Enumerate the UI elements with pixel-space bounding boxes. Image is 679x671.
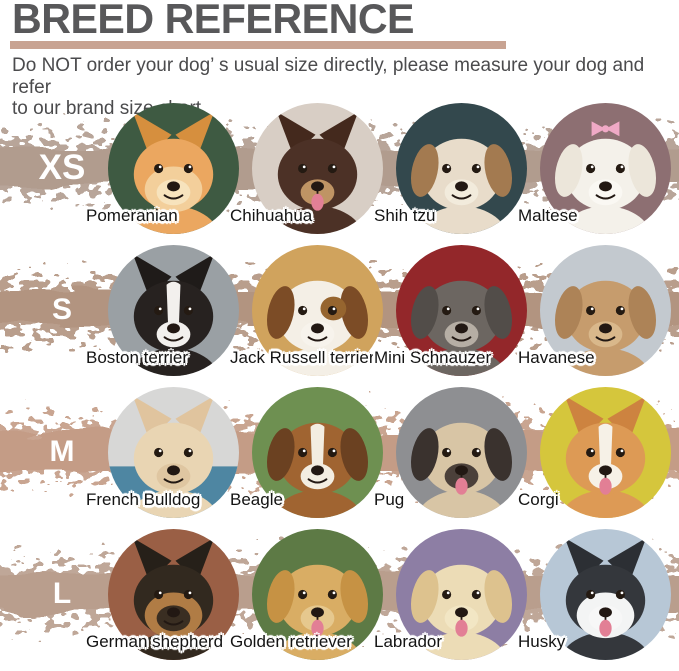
dog-illustration bbox=[108, 529, 239, 660]
dog-illustration bbox=[252, 529, 383, 660]
dog-illustration bbox=[108, 103, 239, 234]
breed-photo-pug bbox=[396, 387, 527, 518]
page-title: BREED REFERENCE bbox=[12, 0, 415, 42]
dog-illustration bbox=[108, 387, 239, 518]
breed-label-chihuahua: Chihuahua bbox=[230, 206, 313, 225]
breed-photo-beagle bbox=[252, 387, 383, 518]
breed-label-boston-terrier: Boston terrier bbox=[86, 348, 189, 367]
breed-photo-mini-schnauzer bbox=[396, 245, 527, 376]
breed-photo-pomeranian bbox=[108, 103, 239, 234]
size-row-m: M French Bulldog Beagle Pug Corgi bbox=[0, 387, 679, 529]
breed-photo-chihuahua bbox=[252, 103, 383, 234]
dog-illustration bbox=[108, 245, 239, 376]
breed-photo-boston-terrier bbox=[108, 245, 239, 376]
size-label-s: S bbox=[51, 293, 72, 326]
dog-illustration bbox=[540, 387, 671, 518]
dog-illustration bbox=[540, 529, 671, 660]
breed-photo-maltese bbox=[540, 103, 671, 234]
breed-label-jack-russell-terrier: Jack Russell terrier bbox=[230, 348, 375, 367]
breed-label-havanese: Havanese bbox=[518, 348, 595, 367]
breed-photo-husky bbox=[540, 529, 671, 660]
breed-label-golden-retriever: Golden retriever bbox=[230, 632, 352, 651]
dog-illustration bbox=[396, 529, 527, 660]
breed-photo-golden-retriever bbox=[252, 529, 383, 660]
breed-label-husky: Husky bbox=[518, 632, 566, 651]
dog-illustration bbox=[396, 103, 527, 234]
breed-label-shih-tzu: Shih tzu bbox=[374, 206, 436, 225]
dog-illustration bbox=[396, 387, 527, 518]
size-row-l: L German shepherd Golden retriever Labrador… bbox=[0, 529, 679, 671]
size-label-l: L bbox=[52, 577, 72, 610]
dog-illustration bbox=[252, 387, 383, 518]
breed-photo-jack-russell-terrier bbox=[252, 245, 383, 376]
size-row-xs: XS Pomeranian Chihuahua Shih tzu Maltese bbox=[0, 103, 679, 245]
breed-label-maltese: Maltese bbox=[518, 206, 578, 225]
breed-photo-havanese bbox=[540, 245, 671, 376]
breed-photo-german-shepherd bbox=[108, 529, 239, 660]
breed-photo-labrador bbox=[396, 529, 527, 660]
breed-label-labrador: Labrador bbox=[374, 632, 443, 651]
breed-label-mini-schnauzer: Mini Schnauzer bbox=[374, 348, 492, 367]
breed-label-pomeranian: Pomeranian bbox=[86, 206, 178, 225]
breed-label-german-shepherd: German shepherd bbox=[86, 632, 224, 651]
size-row-s: S Boston terrier Jack Russell terrier Mini … bbox=[0, 245, 679, 387]
dog-illustration bbox=[540, 245, 671, 376]
subtitle-line-1: Do NOT order your dog’ s usual size dire… bbox=[12, 55, 645, 98]
dog-illustration bbox=[252, 245, 383, 376]
size-label-xs: XS bbox=[38, 148, 86, 187]
title-divider bbox=[10, 41, 506, 49]
dog-illustration bbox=[540, 103, 671, 234]
page-subtitle: Do NOT order your dog’ s usual size dire… bbox=[12, 55, 677, 120]
breed-photo-corgi bbox=[540, 387, 671, 518]
breed-label-corgi: Corgi bbox=[518, 490, 559, 509]
dog-illustration bbox=[252, 103, 383, 234]
breed-label-pug: Pug bbox=[374, 490, 405, 509]
dog-illustration bbox=[396, 245, 527, 376]
size-label-m: M bbox=[49, 435, 75, 468]
breed-label-beagle: Beagle bbox=[230, 490, 283, 509]
breed-photo-shih-tzu bbox=[396, 103, 527, 234]
breed-photo-french-bulldog bbox=[108, 387, 239, 518]
breed-label-french-bulldog: French Bulldog bbox=[86, 490, 201, 509]
